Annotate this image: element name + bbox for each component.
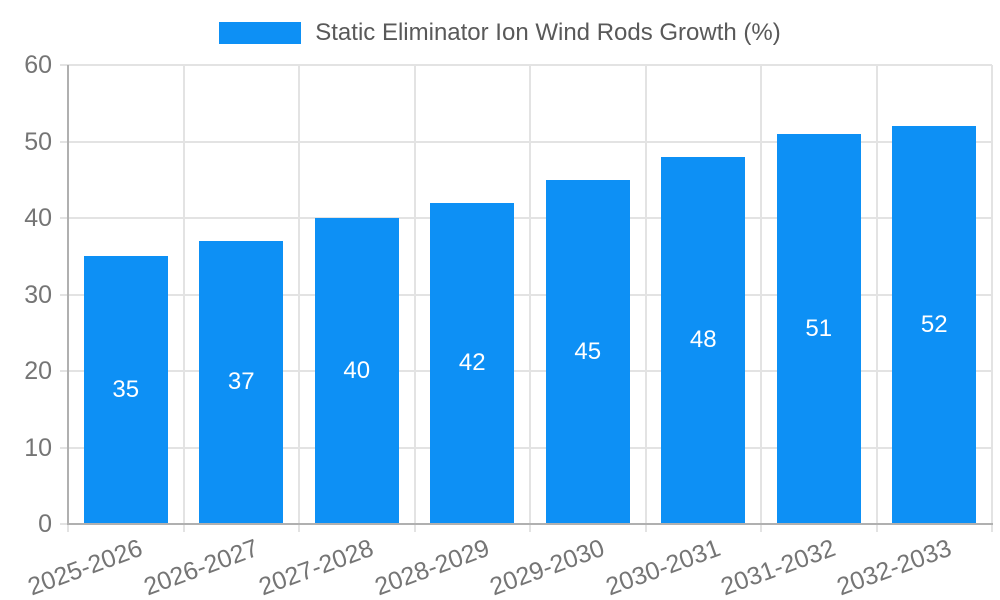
x-axis-tick-label: 2028-2029 (370, 534, 493, 600)
y-axis-tick-label: 50 (24, 127, 52, 156)
y-axis-tick-label: 60 (24, 51, 52, 79)
x-gridline (182, 65, 185, 532)
x-gridline (298, 65, 300, 532)
legend-color-swatch (219, 22, 302, 44)
bar-value-label: 35 (112, 376, 140, 404)
y-axis-tick-label: 40 (24, 204, 52, 232)
x-axis-tick-label: 2026-2027 (139, 534, 262, 600)
x-axis-tick-label: 2027-2028 (255, 534, 378, 600)
x-gridline (991, 65, 993, 532)
bar[interactable] (892, 126, 977, 524)
legend-label: Static Eliminator Ion Wind Rods Growth (… (315, 19, 781, 46)
y-axis-tick-label: 30 (24, 280, 52, 309)
y-axis-tick-label: 20 (24, 357, 52, 385)
y-gridline (60, 64, 992, 66)
y-gridline (60, 370, 992, 372)
y-axis-tick-label: 10 (24, 433, 52, 462)
bar-value-label: 52 (920, 311, 948, 339)
x-axis-tick-label: 2031-2032 (717, 534, 840, 600)
x-axis-tick-label: 2030-2031 (601, 534, 724, 600)
bar-value-label: 42 (458, 349, 486, 377)
chart-legend[interactable]: Static Eliminator Ion Wind Rods Growth (… (0, 18, 1000, 48)
y-gridline (60, 293, 992, 296)
y-gridline (60, 446, 992, 449)
x-gridline (413, 65, 416, 532)
x-axis-line (67, 523, 993, 525)
x-gridline (644, 65, 647, 532)
bar-value-label: 37 (227, 368, 255, 396)
bar[interactable] (314, 218, 399, 524)
bar[interactable] (776, 133, 861, 524)
y-gridline (60, 140, 992, 143)
bar-value-label: 51 (805, 314, 833, 342)
bar-value-label: 40 (343, 357, 371, 384)
bar[interactable] (661, 156, 746, 524)
x-axis-tick-label: 2029-2030 (486, 534, 609, 600)
y-axis-tick-label: 0 (38, 510, 52, 538)
bar[interactable] (545, 179, 630, 524)
x-gridline (760, 65, 762, 532)
bar-value-label: 48 (689, 326, 717, 354)
x-gridline (875, 65, 878, 532)
y-gridline (60, 217, 992, 219)
y-axis-line (67, 65, 69, 524)
bar[interactable] (430, 202, 515, 524)
x-gridline (529, 65, 531, 532)
x-axis-tick-label: 2032-2033 (832, 534, 955, 600)
bar-value-label: 45 (574, 337, 602, 365)
x-axis-tick-label: 2025-2026 (24, 534, 147, 600)
bar[interactable] (199, 240, 284, 524)
bar[interactable] (83, 256, 168, 524)
